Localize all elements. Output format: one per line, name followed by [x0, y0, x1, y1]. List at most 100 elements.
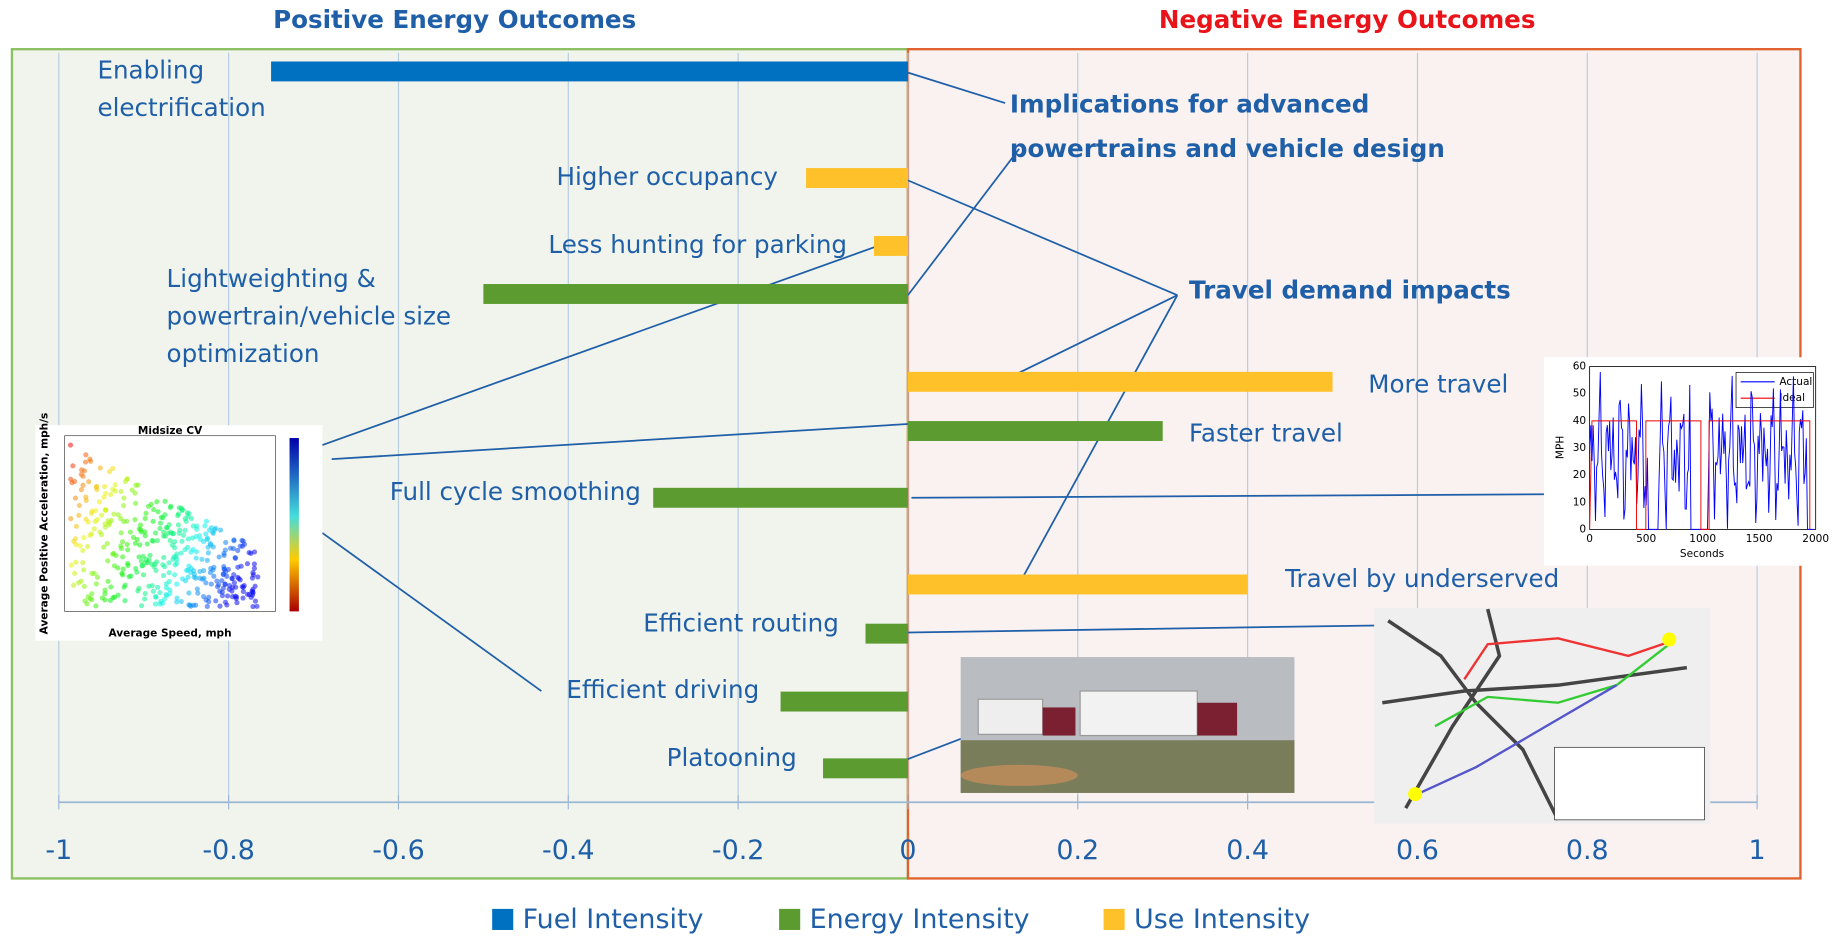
category-label: More travel [1368, 369, 1508, 398]
scatter-dot [217, 527, 224, 533]
connector [907, 71, 1006, 104]
panel-title: Negative Energy Outcomes [1159, 5, 1536, 34]
scatter-dot [174, 560, 180, 566]
scatter-dot [182, 527, 188, 533]
scatter-dot [137, 542, 143, 548]
scatter-dot [231, 538, 237, 544]
scatter-dot [158, 520, 164, 526]
scatter-dot [145, 560, 151, 566]
scatter-dot [239, 584, 245, 590]
scatter-dot [72, 536, 79, 542]
scatter-dot [101, 494, 107, 500]
scatter-dot [211, 573, 217, 579]
scatter-dot [138, 529, 144, 535]
scatter-dot [178, 598, 184, 605]
scatter-dot [199, 556, 205, 562]
scatter-dot [221, 552, 227, 558]
scatter-dot [133, 565, 139, 572]
scatter-dot [154, 559, 160, 565]
scatter-dot [155, 584, 161, 590]
scatter-dot [133, 500, 139, 506]
scatter-dot [136, 585, 142, 591]
scatter-dot [203, 531, 209, 537]
scatter-dot [177, 527, 183, 533]
inset-frame [64, 435, 276, 612]
scatter-dot [162, 564, 168, 570]
scatter-dot [142, 596, 148, 602]
scatter-dot [94, 574, 101, 580]
legend-label: Fuel Intensity [523, 904, 704, 935]
inset-x-label: Seconds [1680, 548, 1724, 560]
scatter-dot [224, 602, 230, 608]
origin-marker [1662, 632, 1677, 647]
scatter-dot [103, 490, 109, 496]
scatter-dot [120, 566, 126, 572]
scatter-dot [157, 525, 163, 532]
scatter-dot [250, 604, 256, 610]
scatter-dot [124, 476, 130, 482]
scatter-dot [145, 503, 152, 509]
scatter-dot [202, 523, 208, 529]
scatter-dot [113, 552, 119, 559]
scatter-dot [159, 600, 166, 606]
inset-y-tick: 40 [1573, 415, 1586, 427]
labels: Enabling electrification Higher occupancy… [97, 55, 1559, 772]
scatter-dot [184, 567, 190, 573]
inset-x-tick: 1000 [1689, 533, 1716, 545]
scatter-dot [254, 603, 260, 609]
scatter-dot [235, 547, 241, 554]
scatter-dot [154, 499, 160, 505]
scatter-dot [160, 572, 167, 579]
scatter-dot [122, 598, 128, 604]
scatter-dot [163, 585, 170, 591]
inset-legend [1735, 372, 1814, 408]
scatter-dot [119, 570, 125, 576]
scatter-dot [251, 561, 257, 567]
inset-y-tick: 20 [1573, 469, 1586, 481]
scatter-dot [73, 559, 79, 565]
scatter-dot [166, 560, 172, 566]
scatter-dot [127, 529, 133, 535]
scatter-dot [99, 512, 105, 518]
inset-y-tick: 0 [1579, 523, 1586, 535]
scatter-dot [67, 442, 74, 448]
scatter-dot [91, 570, 97, 577]
scatter-dot [93, 507, 99, 514]
scatter-dot [161, 529, 167, 535]
category-label: Travel by underserved [1284, 564, 1559, 593]
scatter-dot [204, 603, 210, 610]
scatter-dot [152, 530, 159, 536]
scatter-dot [140, 572, 147, 578]
scatter-dot [172, 572, 178, 578]
scatter-dot [80, 473, 86, 479]
legend-label: Energy Intensity [810, 904, 1030, 935]
scatter-dot [239, 543, 246, 549]
category-label: Higher occupancy [556, 162, 777, 191]
scatter-dot [72, 495, 79, 501]
scatter-dot [207, 569, 213, 576]
scatter-dot [139, 603, 145, 609]
scatter-dot [219, 589, 225, 595]
scatter-dot [194, 523, 200, 529]
scatter-dot [119, 539, 126, 545]
scatter-dot [76, 502, 82, 508]
scatter-dot [186, 511, 192, 517]
scatter-dot [167, 537, 173, 543]
scatter-dot [225, 593, 231, 599]
bar [865, 623, 908, 644]
scatter-dot [166, 570, 172, 576]
scatter-dot [72, 570, 78, 576]
category-label: Lightweighting & powertrain/vehicle size… [167, 264, 459, 368]
connector [907, 624, 1377, 634]
scatter-dot [152, 594, 159, 600]
scatter-dot [180, 532, 187, 538]
scatter-dot [112, 488, 118, 494]
scatter-dot [193, 555, 199, 561]
scatter-dot [206, 599, 212, 605]
scatter-dot [79, 467, 85, 473]
scatter-dot [130, 534, 137, 540]
scatter-dot [160, 515, 166, 521]
scatter-dot [125, 547, 131, 553]
inset-x-label: Average Speed, mph [109, 628, 232, 640]
x-tick-label: 0 [899, 835, 916, 866]
